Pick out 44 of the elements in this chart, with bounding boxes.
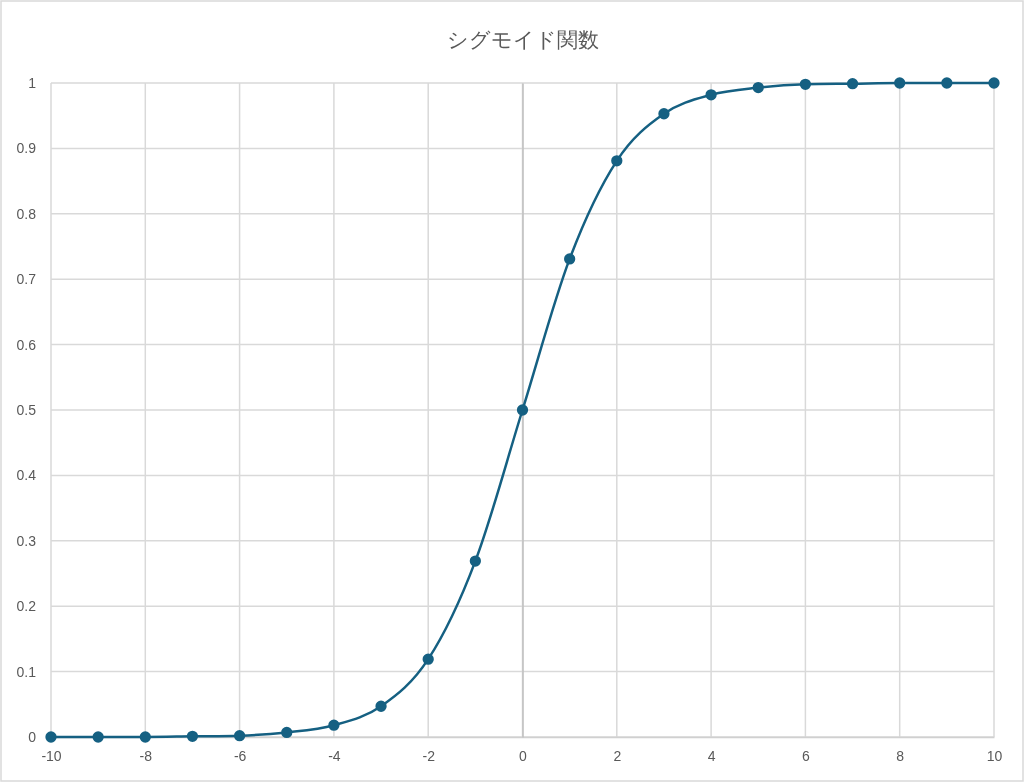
point [375,700,387,712]
y-tick-label: 0.8 [16,205,37,222]
point [611,155,623,167]
point [846,78,859,90]
x-tick-label: -8 [139,747,153,764]
point [752,81,764,94]
point [705,89,717,101]
point [564,253,576,265]
x-tick-label: -2 [422,747,436,764]
point [941,77,953,89]
y-tick-label: 1 [28,74,37,91]
x-tick-label: -4 [328,747,341,764]
point [281,726,293,739]
point [658,108,670,120]
y-tick-label: 0.5 [16,401,37,418]
point [233,730,246,742]
point [799,78,812,90]
y-tick-label: 0.1 [16,663,37,680]
y-tick-label: 0.7 [16,271,37,288]
x-tick-label: 2 [613,747,622,764]
y-tick-label: 0.6 [16,336,37,353]
y-tick-label: 0.4 [16,467,37,484]
x-tick-label: 0 [519,747,528,764]
y-tick-label: 0.3 [16,532,37,549]
point [328,719,340,731]
y-tick-label: 0 [28,728,37,745]
x-tick-label: 10 [986,747,1003,764]
point [139,731,151,743]
x-tick-label: 8 [896,747,905,764]
x-tick-label: -10 [41,747,62,764]
point [516,404,529,416]
y-tick-label: 0.2 [16,598,37,615]
x-tick-label: 6 [802,747,810,764]
chart-title: シグモイド関数 [446,28,599,51]
point [45,731,57,743]
point [469,555,481,567]
point [894,77,906,89]
point [186,730,199,742]
point [988,77,1000,89]
point [92,731,104,743]
y-tick-label: 0.9 [16,140,37,157]
x-tick-label: 4 [707,747,716,764]
point [422,653,434,665]
x-tick-label: -6 [233,747,247,764]
